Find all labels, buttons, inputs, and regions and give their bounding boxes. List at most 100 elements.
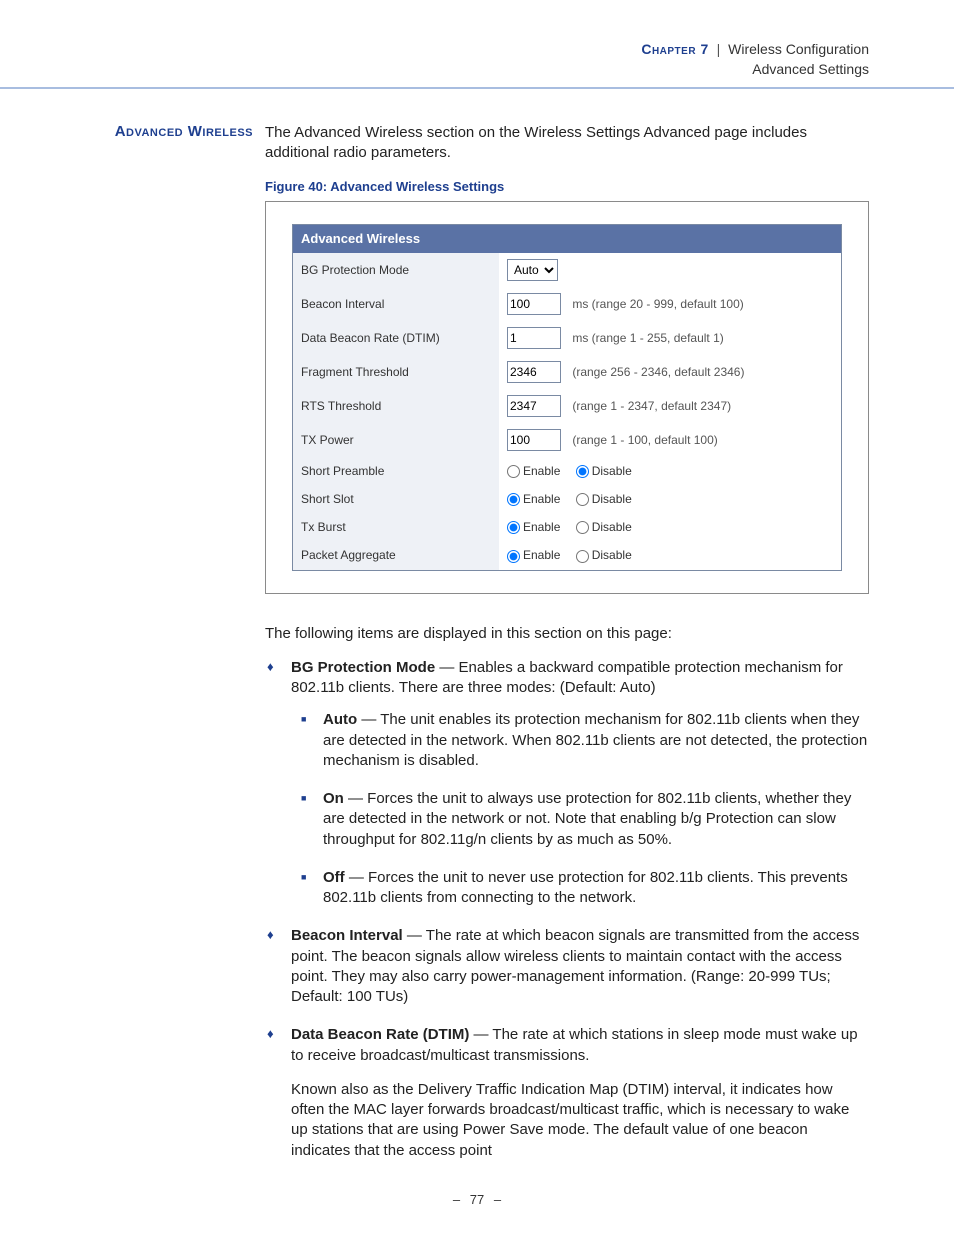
row-dtim: Data Beacon Rate (DTIM) ms (range 1 - 25… xyxy=(293,321,841,355)
list-item: BG Protection Mode — Enables a backward … xyxy=(265,658,869,909)
rts-label: RTS Threshold xyxy=(293,389,499,423)
enable-label: Enable xyxy=(523,520,560,534)
beacon-interval-value-cell: ms (range 20 - 999, default 100) xyxy=(499,287,841,321)
row-short-slot: Short Slot Enable Disable xyxy=(293,485,841,513)
panel-table: BG Protection Mode Auto Beacon Interval xyxy=(293,253,841,570)
row-short-preamble: Short Preamble Enable Disable xyxy=(293,457,841,485)
bg-protection-label: BG Protection Mode xyxy=(293,253,499,287)
term: Data Beacon Rate (DTIM) xyxy=(291,1026,469,1043)
tx-burst-disable[interactable]: Disable xyxy=(576,520,632,534)
term: Beacon Interval xyxy=(291,927,403,944)
dtim-label: Data Beacon Rate (DTIM) xyxy=(293,321,499,355)
packet-aggregate-enable-radio[interactable] xyxy=(507,550,520,563)
rts-value-cell: (range 1 - 2347, default 2347) xyxy=(499,389,841,423)
short-slot-enable[interactable]: Enable xyxy=(507,492,560,506)
list-item: Auto — The unit enables its protection m… xyxy=(301,710,869,771)
row-packet-aggregate: Packet Aggregate Enable Disable xyxy=(293,541,841,569)
header-separator: | xyxy=(717,41,721,57)
row-fragment: Fragment Threshold (range 256 - 2346, de… xyxy=(293,355,841,389)
tx-power-hint: (range 1 - 100, default 100) xyxy=(572,433,717,447)
short-preamble-enable[interactable]: Enable xyxy=(507,464,560,478)
short-preamble-disable[interactable]: Disable xyxy=(576,464,632,478)
definition-text: — Forces the unit to always use protecti… xyxy=(323,790,851,848)
term: Auto xyxy=(323,711,357,728)
list-item: Off — Forces the unit to never use prote… xyxy=(301,868,869,909)
list-item: On — Forces the unit to always use prote… xyxy=(301,789,869,850)
packet-aggregate-disable-radio[interactable] xyxy=(576,550,589,563)
tx-power-label: TX Power xyxy=(293,423,499,457)
tx-burst-enable[interactable]: Enable xyxy=(507,520,560,534)
fragment-value-cell: (range 256 - 2346, default 2346) xyxy=(499,355,841,389)
page-number: 77 xyxy=(470,1192,484,1207)
disable-label: Disable xyxy=(592,464,632,478)
row-beacon-interval: Beacon Interval ms (range 20 - 999, defa… xyxy=(293,287,841,321)
sub-list: Auto — The unit enables its protection m… xyxy=(301,710,869,908)
rts-input[interactable] xyxy=(507,395,561,417)
figure-box: Advanced Wireless BG Protection Mode Aut… xyxy=(265,201,869,593)
tx-burst-label: Tx Burst xyxy=(293,513,499,541)
definition-text: — The unit enables its protection mechan… xyxy=(323,711,867,769)
term: On xyxy=(323,790,344,807)
packet-aggregate-label: Packet Aggregate xyxy=(293,541,499,569)
short-preamble-disable-radio[interactable] xyxy=(576,465,589,478)
beacon-interval-hint: ms (range 20 - 999, default 100) xyxy=(572,297,743,311)
beacon-interval-input[interactable] xyxy=(507,293,561,315)
bg-protection-select[interactable]: Auto xyxy=(507,259,558,281)
short-slot-disable[interactable]: Disable xyxy=(576,492,632,506)
panel-title: Advanced Wireless xyxy=(293,225,841,253)
section-row: Advanced Wireless The Advanced Wireless … xyxy=(85,123,869,1179)
disable-label: Disable xyxy=(592,520,632,534)
fragment-input[interactable] xyxy=(507,361,561,383)
row-bg-protection: BG Protection Mode Auto xyxy=(293,253,841,287)
figure-caption: Figure 40: Advanced Wireless Settings xyxy=(265,178,869,196)
row-tx-power: TX Power (range 1 - 100, default 100) xyxy=(293,423,841,457)
packet-aggregate-value-cell: Enable Disable xyxy=(499,541,841,569)
header-line-1: Chapter 7 | Wireless Configuration xyxy=(85,40,869,60)
bg-protection-value-cell: Auto xyxy=(499,253,841,287)
list-item: Data Beacon Rate (DTIM) — The rate at wh… xyxy=(265,1025,869,1161)
short-slot-enable-radio[interactable] xyxy=(507,493,520,506)
disable-label: Disable xyxy=(592,548,632,562)
header-rule xyxy=(0,87,954,89)
tx-power-input[interactable] xyxy=(507,429,561,451)
beacon-interval-label: Beacon Interval xyxy=(293,287,499,321)
term: BG Protection Mode xyxy=(291,659,435,676)
header-section-title: Advanced Settings xyxy=(85,60,869,80)
list-item: Beacon Interval — The rate at which beac… xyxy=(265,926,869,1007)
short-slot-value-cell: Enable Disable xyxy=(499,485,841,513)
lead-paragraph: The following items are displayed in thi… xyxy=(265,624,869,644)
enable-label: Enable xyxy=(523,464,560,478)
short-slot-label: Short Slot xyxy=(293,485,499,513)
page-header: Chapter 7 | Wireless Configuration Advan… xyxy=(85,40,869,79)
row-tx-burst: Tx Burst Enable Disable xyxy=(293,513,841,541)
footer-dash-left: – xyxy=(453,1192,460,1207)
page: Chapter 7 | Wireless Configuration Advan… xyxy=(0,0,954,1235)
fragment-label: Fragment Threshold xyxy=(293,355,499,389)
fragment-hint: (range 256 - 2346, default 2346) xyxy=(572,365,744,379)
packet-aggregate-enable[interactable]: Enable xyxy=(507,548,560,562)
term: Off xyxy=(323,869,345,886)
trailing-paragraph: Known also as the Delivery Traffic Indic… xyxy=(291,1080,869,1161)
footer-dash-right: – xyxy=(494,1192,501,1207)
tx-burst-value-cell: Enable Disable xyxy=(499,513,841,541)
body-column: The Advanced Wireless section on the Wir… xyxy=(265,123,869,1179)
tx-burst-disable-radio[interactable] xyxy=(576,521,589,534)
intro-paragraph: The Advanced Wireless section on the Wir… xyxy=(265,123,869,164)
short-preamble-value-cell: Enable Disable xyxy=(499,457,841,485)
enable-label: Enable xyxy=(523,548,560,562)
short-preamble-enable-radio[interactable] xyxy=(507,465,520,478)
short-slot-disable-radio[interactable] xyxy=(576,493,589,506)
packet-aggregate-disable[interactable]: Disable xyxy=(576,548,632,562)
tx-burst-enable-radio[interactable] xyxy=(507,521,520,534)
enable-label: Enable xyxy=(523,492,560,506)
advanced-wireless-panel: Advanced Wireless BG Protection Mode Aut… xyxy=(292,224,842,570)
short-preamble-label: Short Preamble xyxy=(293,457,499,485)
definition-list: BG Protection Mode — Enables a backward … xyxy=(265,658,869,1161)
dtim-input[interactable] xyxy=(507,327,561,349)
page-footer: – 77 – xyxy=(0,1192,954,1207)
definition-text: — Forces the unit to never use protectio… xyxy=(323,869,848,906)
rts-hint: (range 1 - 2347, default 2347) xyxy=(572,399,731,413)
chapter-label: Chapter 7 xyxy=(641,41,708,57)
dtim-hint: ms (range 1 - 255, default 1) xyxy=(572,331,723,345)
chapter-title: Wireless Configuration xyxy=(728,41,869,57)
